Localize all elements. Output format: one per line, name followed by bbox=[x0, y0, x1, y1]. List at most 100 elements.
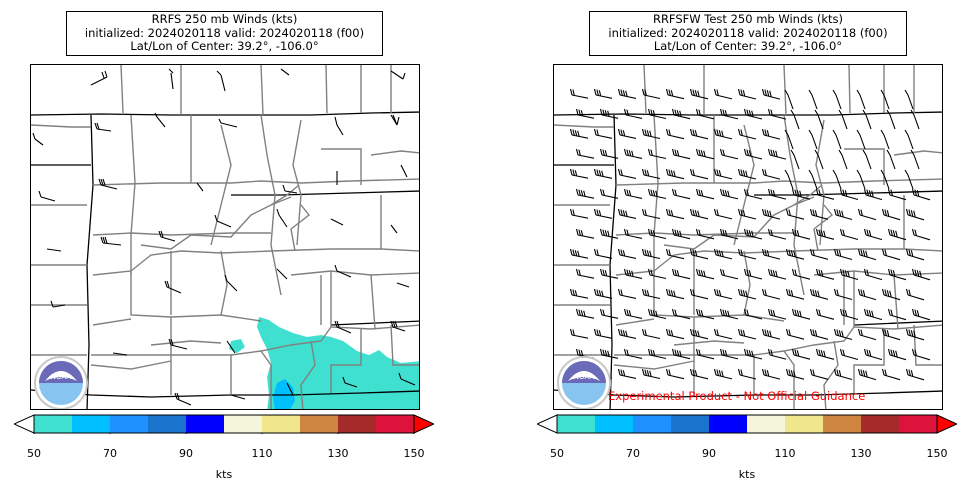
left-colorbar-tick-150: 150 bbox=[403, 447, 425, 460]
wind-barb bbox=[814, 109, 824, 130]
wind-barb bbox=[641, 168, 661, 180]
wind-barb bbox=[905, 288, 925, 301]
wind-barb bbox=[593, 168, 613, 179]
wind-barb bbox=[887, 348, 907, 361]
wind-barb bbox=[641, 248, 661, 260]
right-colorbar-unit: kts bbox=[738, 468, 756, 481]
wind-barb bbox=[689, 88, 709, 100]
right-colorbar-tick-110: 110 bbox=[774, 447, 796, 460]
wind-barb bbox=[839, 268, 859, 281]
wind-barb bbox=[833, 248, 853, 261]
wind-barb bbox=[713, 288, 733, 300]
wind-barb bbox=[743, 108, 763, 120]
wind-barb bbox=[575, 108, 595, 119]
left-colorbar-unit: kts bbox=[215, 468, 233, 481]
wind-barb bbox=[905, 328, 925, 341]
wind-barb bbox=[719, 348, 739, 360]
wind-barb bbox=[809, 368, 829, 380]
wind-barb bbox=[737, 208, 757, 220]
left-colorbar-over-triangle bbox=[413, 414, 436, 434]
wind-barb bbox=[767, 108, 787, 120]
wind-barb bbox=[641, 128, 661, 140]
left-noaa-logo: NOAA bbox=[34, 356, 88, 409]
wind-barb bbox=[569, 88, 589, 99]
right-title-line-1: RRFSFW Test 250 mb Winds (kts) bbox=[652, 12, 844, 26]
wind-barb bbox=[665, 288, 685, 300]
wind-barb bbox=[689, 248, 709, 260]
wind-barb bbox=[719, 188, 739, 200]
wind-barb bbox=[695, 308, 715, 320]
wind-barb bbox=[791, 188, 811, 200]
wind-barb bbox=[910, 149, 920, 170]
wind-barb bbox=[815, 348, 835, 360]
right-colorbar-tick-130: 130 bbox=[850, 447, 872, 460]
wind-barb bbox=[838, 109, 848, 130]
wind-barb bbox=[641, 208, 661, 220]
wind-barb bbox=[689, 288, 709, 300]
left-colorbar-tick-70: 70 bbox=[103, 447, 117, 460]
wind-barb bbox=[623, 268, 643, 279]
wind-barb bbox=[767, 348, 787, 360]
wind-barb bbox=[575, 268, 595, 279]
left-title-line-2: initialized: 2024020118 valid: 202402011… bbox=[84, 25, 365, 40]
left-colorbar-tick-110: 110 bbox=[251, 447, 273, 460]
wind-barb bbox=[593, 128, 613, 139]
wind-barb bbox=[809, 248, 829, 260]
wind-barb bbox=[641, 288, 661, 300]
wind-barb bbox=[887, 228, 907, 241]
wind-barb bbox=[887, 308, 907, 321]
wind-barb bbox=[809, 328, 829, 340]
wind-barb bbox=[569, 168, 589, 179]
wind-barb bbox=[695, 268, 715, 280]
wind-barb bbox=[665, 208, 685, 220]
right-map-canvas: NOAA bbox=[554, 65, 942, 409]
wind-barb bbox=[641, 368, 661, 380]
wind-barb bbox=[815, 228, 835, 240]
wind-barb bbox=[569, 248, 589, 259]
wind-barb bbox=[671, 188, 691, 200]
wind-barb bbox=[671, 268, 691, 280]
wind-barb bbox=[857, 288, 877, 301]
wind-barb bbox=[743, 268, 763, 280]
right-colorbar-bins bbox=[557, 415, 937, 433]
wind-barb bbox=[719, 228, 739, 240]
wind-barb bbox=[808, 169, 818, 190]
wind-barb bbox=[737, 88, 757, 100]
wind-barb bbox=[599, 188, 619, 199]
wind-barb bbox=[863, 268, 883, 281]
right-colorbar-over-triangle bbox=[936, 414, 959, 434]
wind-barb bbox=[833, 328, 853, 341]
wind-barb bbox=[623, 108, 643, 119]
wind-barb bbox=[617, 368, 637, 379]
wind-barb bbox=[743, 348, 763, 360]
wind-barb bbox=[737, 128, 757, 140]
wind-barb bbox=[647, 228, 667, 240]
wind-barb bbox=[623, 188, 643, 199]
wind-barb bbox=[814, 149, 824, 170]
wind-barb bbox=[790, 109, 800, 130]
wind-barb bbox=[713, 128, 733, 140]
wind-barb bbox=[862, 149, 872, 170]
wind-barb bbox=[905, 208, 925, 221]
wind-barb bbox=[785, 328, 805, 340]
wind-barb bbox=[881, 208, 901, 221]
wind-barb bbox=[617, 128, 637, 139]
right-colorbar-under-triangle bbox=[535, 414, 558, 434]
right-title-line-3: Lat/Lon of Center: 39.2°, -106.0° bbox=[653, 39, 843, 53]
wind-barb bbox=[569, 328, 589, 339]
wind-barb bbox=[809, 288, 829, 300]
wind-barb bbox=[665, 368, 685, 380]
wind-barb bbox=[689, 208, 709, 220]
wind-barb bbox=[671, 108, 691, 120]
shade-region-60-70 bbox=[273, 379, 295, 409]
wind-barb bbox=[785, 248, 805, 260]
wind-barb bbox=[623, 148, 643, 159]
wind-barb bbox=[887, 188, 907, 201]
wind-barb bbox=[695, 228, 715, 240]
wind-barb bbox=[695, 188, 715, 200]
right-colorbar-tick-70: 70 bbox=[626, 447, 640, 460]
wind-barb bbox=[767, 268, 787, 280]
wind-barb bbox=[719, 308, 739, 320]
right-title-line-2: initialized: 2024020118 valid: 202402011… bbox=[608, 25, 888, 40]
wind-barb bbox=[838, 149, 848, 170]
